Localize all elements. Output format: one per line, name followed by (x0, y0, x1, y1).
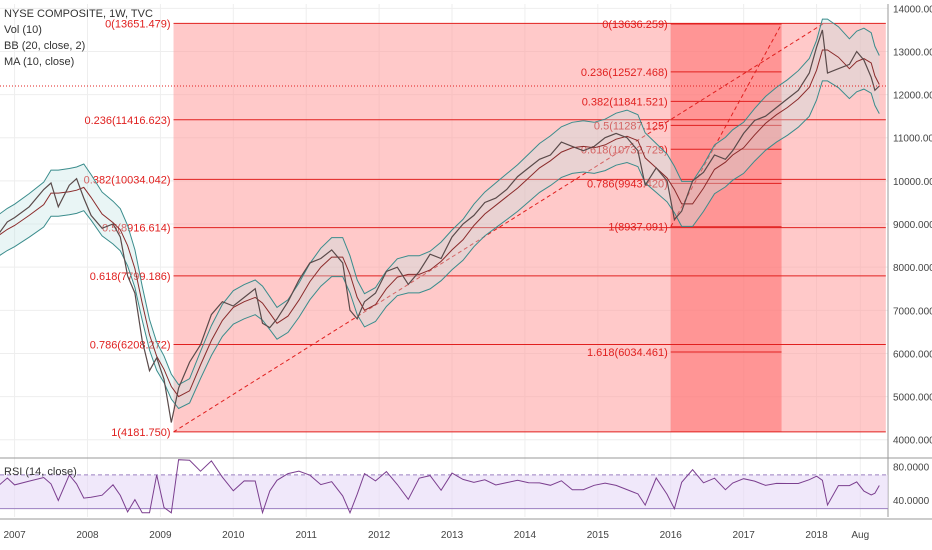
price-axis-label: 4000.0000 (893, 436, 932, 447)
fib-left-label: 0.382(10034.042) (84, 174, 171, 186)
chart-legend: NYSE COMPOSITE, 1W, TVC Vol (10) BB (20,… (4, 6, 153, 70)
price-axis-label: 5000.0000 (893, 393, 932, 404)
trend-line-left (173, 22, 825, 433)
time-axis-label: 2010 (222, 530, 245, 541)
rsi-axis-label: 40.0000 (893, 496, 930, 507)
time-axis-label: 2014 (514, 530, 537, 541)
fib-right-label: 0.5(11287.125) (594, 120, 668, 132)
fib-left-label: 0.5(8916.614) (102, 223, 171, 235)
bollinger-band-fill (0, 19, 880, 409)
fib-right-label: 0.618(10732.729) (581, 144, 668, 156)
price-axis-label: 6000.0000 (893, 349, 932, 360)
legend-ma[interactable]: MA (10, close) (4, 56, 75, 68)
price-line (0, 29, 880, 423)
legend-vol[interactable]: Vol (10) (4, 24, 42, 36)
fib-right-label: 0.382(11841.521) (582, 96, 668, 108)
time-axis-label: 2013 (441, 530, 464, 541)
trend-line-right (670, 23, 782, 227)
price-axis-label: 12000.0000 (893, 91, 932, 102)
moving-average-line (0, 49, 880, 398)
legend-symbol[interactable]: NYSE COMPOSITE, 1W, TVC (4, 8, 153, 20)
time-axis-label: 2012 (368, 530, 391, 541)
rsi-band (0, 474, 888, 509)
time-axis-label: 2017 (733, 530, 756, 541)
time-axis-label: 2016 (660, 530, 683, 541)
price-axis-label: 13000.0000 (893, 47, 932, 58)
bollinger-lower (0, 80, 880, 410)
fib-right-label: 1(8937.091) (608, 222, 667, 234)
rsi-axis-label: 80.0000 (893, 462, 930, 473)
price-axis-label: 11000.0000 (893, 134, 932, 145)
price-axis-label: 8000.0000 (893, 263, 932, 274)
fib-left-label: 0.618(7799.186) (90, 271, 171, 283)
bollinger-upper (0, 18, 880, 386)
time-axis-label: Aug (851, 530, 869, 541)
fib-right-label: 0.236(12527.468) (581, 67, 668, 79)
rsi-line (0, 459, 880, 515)
price-axis-label: 14000.0000 (893, 4, 932, 15)
price-axis-label: 10000.0000 (893, 177, 932, 188)
fib-left-label: 0.236(11416.623) (84, 115, 170, 127)
fib-right-label: 0(13636.259) (602, 19, 667, 31)
time-axis-label: 2011 (295, 530, 317, 541)
price-axis-label: 9000.0000 (893, 220, 932, 231)
time-axis-label: 2008 (76, 530, 99, 541)
time-axis-label: 2009 (149, 530, 172, 541)
time-axis-label: 2015 (587, 530, 610, 541)
time-axis-label: 2018 (805, 530, 828, 541)
fib-left-label: 0(13651.479) (105, 18, 170, 30)
rsi-legend[interactable]: RSI (14, close) (4, 466, 77, 478)
fib-left-label: 1(4181.750) (111, 427, 170, 439)
fib-right-label: 1.618(6034.461) (587, 347, 668, 359)
time-axis-label: 2007 (3, 530, 26, 541)
price-axis-label: 7000.0000 (893, 306, 932, 317)
fib-left-label: 0.786(6208.272) (90, 339, 171, 351)
legend-bb[interactable]: BB (20, close, 2) (4, 40, 86, 52)
